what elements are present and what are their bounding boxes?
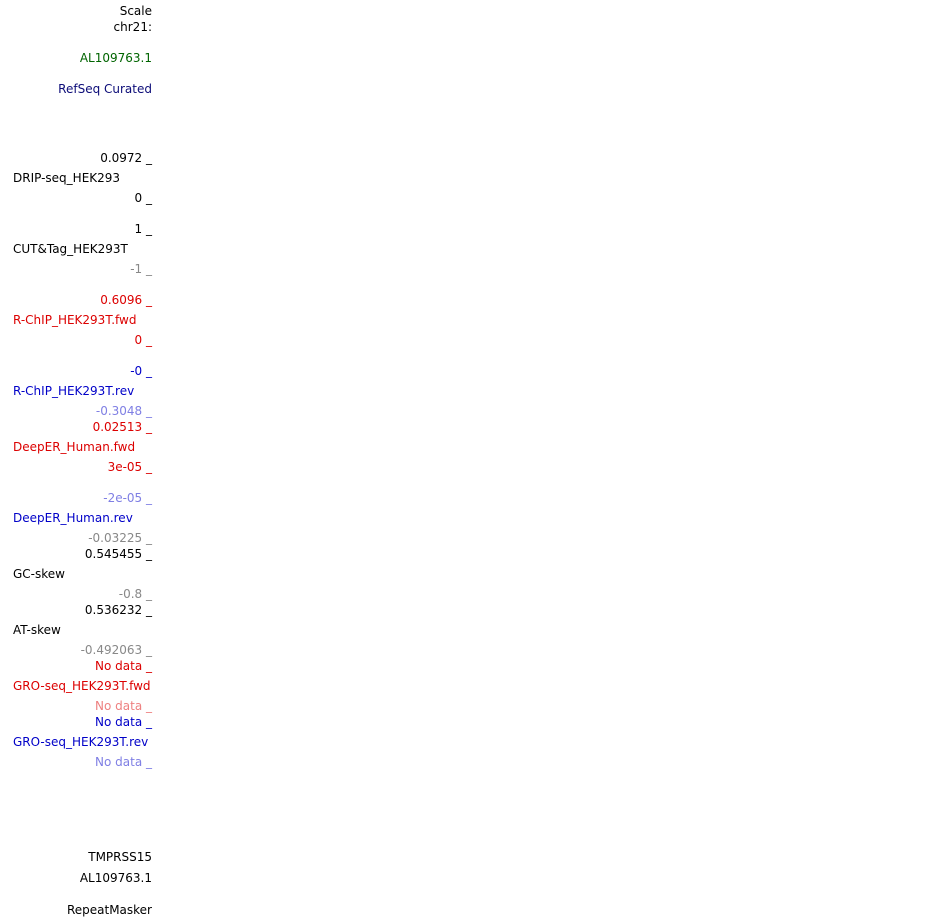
al109763-track-label[interactable]: AL109763.1 — [79, 871, 152, 885]
scale-label: Scale — [119, 4, 152, 18]
track-label-panel: Scale chr21: AL109763.1 RefSeq Curated 0… — [0, 0, 158, 918]
cuttag-min-value: -1 _ — [130, 262, 152, 276]
repeatmasker-track-label[interactable]: RepeatMasker — [66, 903, 152, 917]
gencode-track-label[interactable]: AL109763.1 — [79, 51, 152, 65]
at-skew-track-label[interactable]: AT-skew — [13, 623, 61, 637]
gro-fwd-min-value: No data _ — [95, 699, 152, 713]
gro-rev-max-value: No data _ — [95, 715, 152, 729]
deeper-fwd-track-label[interactable]: DeepER_Human.fwd — [13, 440, 136, 454]
gro-rev-track-label[interactable]: GRO-seq_HEK293T.rev — [13, 735, 149, 749]
rchip-fwd-max-value: 0.6096 _ — [100, 293, 152, 307]
deeper-rev-max-value: -2e-05 _ — [103, 491, 152, 505]
at-skew-min-value: -0.492063 _ — [80, 643, 152, 657]
gro-rev-min-value: No data _ — [95, 755, 152, 769]
rchip-rev-max-value: -0 _ — [130, 364, 152, 378]
refseq-curated-track-label[interactable]: RefSeq Curated — [58, 82, 152, 96]
deeper-rev-min-value: -0.03225 _ — [88, 531, 152, 545]
gro-fwd-track-label[interactable]: GRO-seq_HEK293T.fwd — [13, 679, 151, 693]
chromosome-label: chr21: — [113, 20, 152, 34]
gc-skew-max-value: 0.545455 _ — [84, 547, 152, 561]
rchip-fwd-min-value: 0 _ — [134, 333, 152, 347]
cuttag-track-label[interactable]: CUT&Tag_HEK293T — [13, 242, 128, 256]
drip-seq-track-label[interactable]: DRIP-seq_HEK293 — [13, 171, 121, 185]
gro-fwd-max-value: No data _ — [95, 659, 152, 673]
deeper-fwd-min-value: 3e-05 _ — [107, 460, 152, 474]
deeper-fwd-max-value: 0.02513 _ — [92, 420, 152, 434]
drip-seq-max-value: 0.0972 _ — [100, 151, 152, 165]
rchip-rev-track-label[interactable]: R-ChIP_HEK293T.rev — [13, 384, 135, 398]
deeper-rev-track-label[interactable]: DeepER_Human.rev — [13, 511, 133, 525]
at-skew-max-value: 0.536232 _ — [84, 603, 152, 617]
drip-seq-min-value: 0 _ — [134, 191, 152, 205]
rchip-fwd-track-label[interactable]: R-ChIP_HEK293T.fwd — [13, 313, 137, 327]
track-image-area[interactable] — [158, 0, 950, 918]
rchip-rev-min-value: -0.3048 _ — [95, 404, 152, 418]
tmprss15-track-label[interactable]: TMPRSS15 — [88, 850, 152, 864]
cuttag-max-value: 1 _ — [134, 222, 152, 236]
gc-skew-track-label[interactable]: GC-skew — [13, 567, 65, 581]
gc-skew-min-value: -0.8 _ — [118, 587, 152, 601]
